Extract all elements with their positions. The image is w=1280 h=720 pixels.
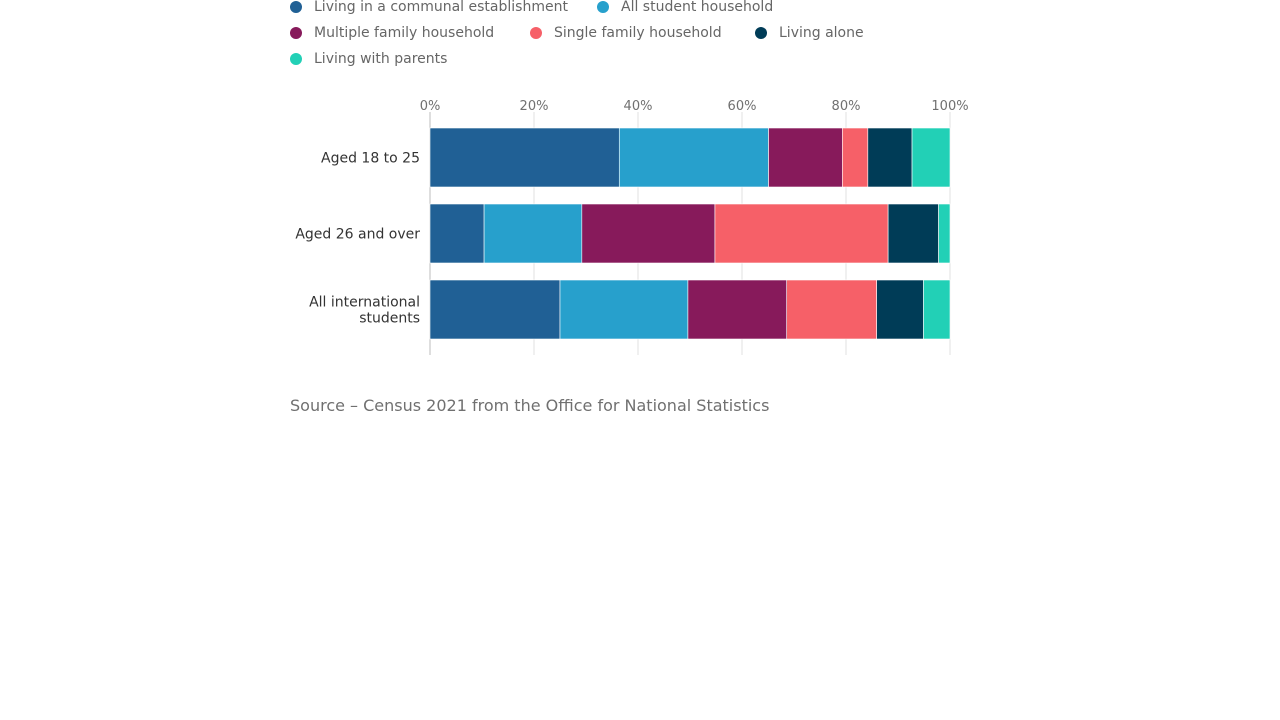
x-tick-label: 60% bbox=[728, 99, 757, 114]
bar-segment bbox=[429, 127, 620, 188]
stacked-bar-chart: 0% 20% 40% 60% 80% 100% Aged 18 to 25 Aged 26 a… bbox=[295, 99, 969, 355]
bar-segment bbox=[429, 203, 485, 264]
legend-item: Living in a communal establishment bbox=[290, 0, 568, 17]
x-tick-label: 0% bbox=[420, 99, 441, 114]
legend-label: Multiple family household bbox=[314, 25, 495, 41]
legend-item: Living alone bbox=[755, 23, 864, 43]
bar-segment bbox=[559, 279, 689, 340]
bar-segment bbox=[887, 203, 939, 264]
bar-segment bbox=[923, 279, 951, 340]
bar-segment bbox=[876, 279, 924, 340]
legend-item: Single family household bbox=[530, 23, 722, 43]
x-tick-label: 20% bbox=[520, 99, 549, 114]
bar-segment bbox=[687, 279, 788, 340]
bar-segment bbox=[581, 203, 716, 264]
legend-swatch bbox=[755, 27, 767, 39]
legend-swatch bbox=[290, 27, 302, 39]
legend-label: Living alone bbox=[779, 25, 864, 41]
legend-item: Living with parents bbox=[290, 49, 447, 69]
x-tick-label: 100% bbox=[931, 99, 968, 114]
legend-item: Multiple family household bbox=[290, 23, 494, 43]
category-label: Aged 26 and over bbox=[295, 227, 420, 243]
bar-segment bbox=[911, 127, 951, 188]
legend-item: All student household bbox=[597, 0, 773, 17]
bar-segment bbox=[867, 127, 913, 188]
bar-segment bbox=[842, 127, 869, 188]
bar-segment bbox=[618, 127, 769, 188]
bar-segment bbox=[429, 279, 561, 340]
category-label: Aged 18 to 25 bbox=[321, 151, 420, 167]
x-tick-label: 80% bbox=[832, 99, 861, 114]
bar-segment bbox=[786, 279, 877, 340]
bar-segment bbox=[768, 127, 843, 188]
legend-swatch bbox=[290, 53, 302, 65]
source-note: Source – Census 2021 from the Office for… bbox=[290, 396, 770, 415]
legend-label: All student household bbox=[621, 0, 774, 15]
legend-swatch bbox=[597, 1, 609, 13]
legend-label: Living in a communal establishment bbox=[314, 0, 568, 15]
bar-segment bbox=[483, 203, 583, 264]
legend-label: Living with parents bbox=[314, 51, 448, 67]
bar-segment bbox=[938, 203, 951, 264]
category-label: All international students bbox=[309, 295, 420, 327]
legend-label: Single family household bbox=[554, 25, 722, 41]
legend-swatch bbox=[530, 27, 542, 39]
x-tick-label: 40% bbox=[624, 99, 653, 114]
legend-swatch bbox=[290, 1, 302, 13]
bar-segment bbox=[714, 203, 889, 264]
